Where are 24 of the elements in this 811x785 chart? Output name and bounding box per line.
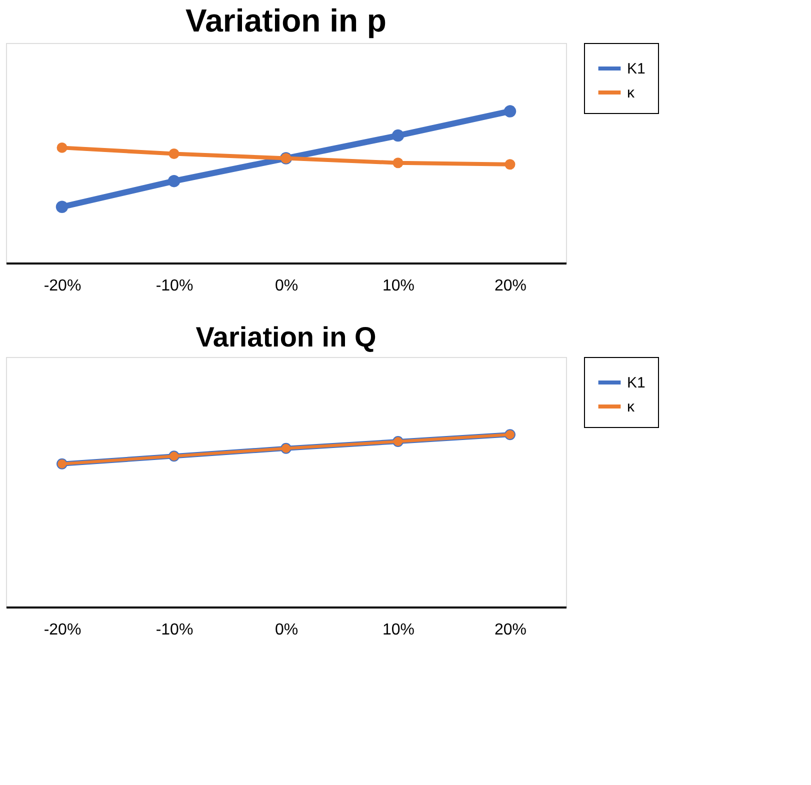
legend-label: κ xyxy=(627,84,635,102)
x-tick-label: 20% xyxy=(494,622,527,638)
x-tick-label: 0% xyxy=(274,622,298,638)
point xyxy=(392,158,404,168)
x-tick-label: 10% xyxy=(382,622,415,638)
chart-title: Variation in Q xyxy=(196,322,376,352)
legend-label: κ xyxy=(627,398,635,416)
legend-label: K1 xyxy=(627,374,646,392)
point xyxy=(168,174,180,188)
point xyxy=(168,148,180,159)
chart-title: Variation in p xyxy=(186,2,386,38)
x-tick-label: 0% xyxy=(274,278,298,294)
point xyxy=(504,159,516,170)
x-tick-label: -20% xyxy=(44,278,82,294)
x-tick-label: -10% xyxy=(156,622,194,638)
x-tick-label: -20% xyxy=(44,622,82,638)
x-tick-label: 10% xyxy=(382,278,415,294)
point xyxy=(56,142,68,153)
point xyxy=(392,129,404,142)
x-tick-label: -10% xyxy=(156,278,194,294)
point xyxy=(504,105,516,118)
legend-label: K1 xyxy=(627,60,646,78)
point xyxy=(56,200,68,213)
x-tick-label: 20% xyxy=(494,278,527,294)
